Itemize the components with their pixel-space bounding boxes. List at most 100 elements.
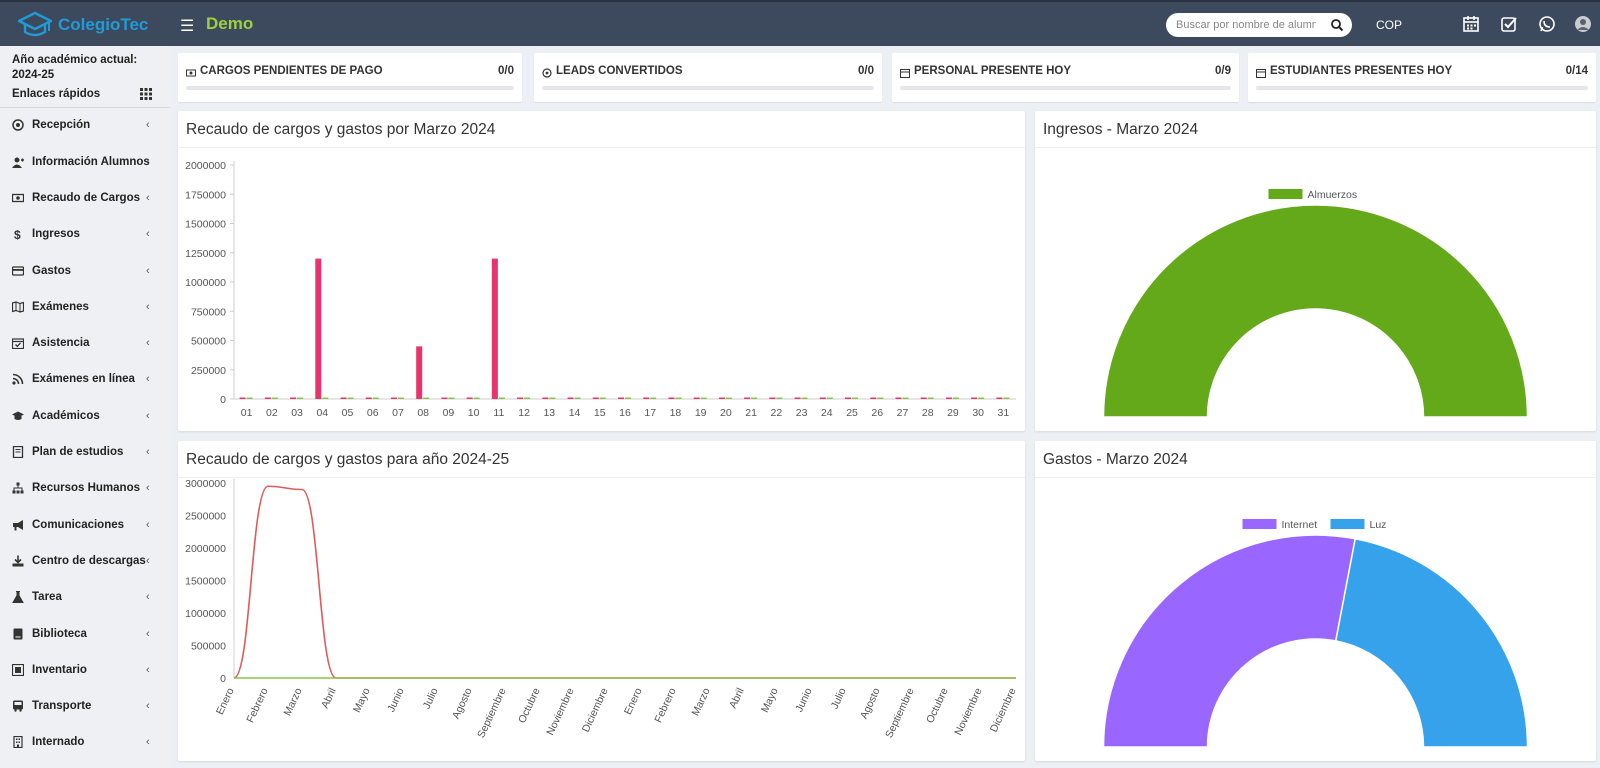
bar[interactable] — [271, 397, 278, 400]
bar[interactable] — [618, 397, 624, 400]
bar[interactable] — [549, 397, 556, 400]
bar[interactable] — [297, 397, 304, 400]
bar[interactable] — [668, 397, 675, 400]
bar[interactable] — [776, 397, 783, 400]
bar[interactable] — [466, 397, 473, 400]
bar[interactable] — [390, 397, 397, 400]
sidebar-item-centro-de-descargas[interactable]: Centro de descargas ‹ — [0, 544, 160, 578]
sidebar-item-recepcion[interactable]: Recepción ‹ — [0, 108, 160, 142]
bar[interactable] — [448, 397, 455, 400]
bar[interactable] — [290, 397, 297, 400]
bar[interactable] — [592, 397, 599, 400]
bar[interactable] — [920, 397, 927, 400]
bar[interactable] — [744, 397, 751, 400]
bar[interactable] — [372, 397, 379, 400]
bar[interactable] — [340, 397, 347, 400]
bar[interactable] — [423, 397, 430, 400]
sidebar-item-recursos-humanos[interactable]: Recursos Humanos ‹ — [0, 471, 160, 505]
bar[interactable] — [675, 397, 682, 400]
sidebar-item-internado[interactable]: Internado ‹ — [0, 725, 160, 759]
calendar-icon[interactable] — [1462, 15, 1480, 33]
legend-swatch[interactable] — [1330, 519, 1365, 529]
bar[interactable] — [567, 397, 574, 400]
infobox-pending-charges[interactable]: CARGOS PENDIENTES DE PAGO 0/0 — [178, 53, 522, 102]
bar[interactable] — [826, 397, 833, 400]
bar[interactable] — [700, 397, 707, 400]
legend-swatch[interactable] — [1268, 189, 1303, 199]
bar[interactable] — [246, 397, 253, 400]
grid-icon[interactable] — [140, 88, 152, 100]
brand-logo[interactable]: ColegioTec — [18, 10, 148, 40]
bar[interactable] — [769, 397, 776, 400]
bar[interactable] — [239, 397, 246, 400]
bar[interactable] — [264, 397, 271, 400]
bar[interactable] — [650, 397, 657, 400]
series-line[interactable] — [233, 485, 1016, 679]
bar[interactable] — [625, 397, 631, 400]
sidebar-item-transporte[interactable]: Transporte ‹ — [0, 689, 160, 723]
sidebar-item-recaudo-de-cargos[interactable]: Recaudo de Cargos ‹ — [0, 181, 160, 215]
legend-swatch[interactable] — [1242, 519, 1277, 529]
infobox-converted-leads[interactable]: LEADS CONVERTIDOS 0/0 — [534, 53, 882, 102]
pie-slice[interactable] — [1102, 204, 1529, 418]
sidebar-item-gastos[interactable]: Gastos ‹ — [0, 254, 160, 288]
bar[interactable] — [693, 397, 700, 400]
bar[interactable] — [1003, 397, 1010, 400]
bar[interactable] — [524, 397, 531, 400]
search-icon[interactable] — [1330, 18, 1344, 32]
bar[interactable] — [996, 397, 1003, 400]
bar[interactable] — [971, 397, 978, 400]
sidebar-item-inventario[interactable]: Inventario ‹ — [0, 653, 160, 687]
bar[interactable] — [347, 397, 354, 400]
bar[interactable] — [845, 397, 852, 400]
sidebar-item-biblioteca[interactable]: Biblioteca ‹ — [0, 617, 160, 651]
sidebar-item-informacion-alumnos[interactable]: Información Alumnos ‹ — [0, 145, 160, 179]
sidebar-item-examenes-en-linea[interactable]: Exámenes en línea ‹ — [0, 362, 160, 396]
bar[interactable] — [978, 397, 985, 400]
sidebar-item-asistencia[interactable]: Asistencia ‹ — [0, 326, 160, 360]
bar[interactable] — [397, 397, 404, 400]
bar[interactable] — [473, 397, 480, 400]
bar[interactable] — [643, 397, 650, 400]
bar[interactable] — [870, 397, 877, 400]
whatsapp-icon[interactable] — [1538, 15, 1556, 33]
sidebar-item-ingresos[interactable]: $ Ingresos ‹ — [0, 217, 160, 251]
sidebar-item-examenes[interactable]: Exámenes ‹ — [0, 290, 160, 324]
sidebar-item-comunicaciones[interactable]: Comunicaciones ‹ — [0, 508, 160, 542]
bar[interactable] — [801, 397, 808, 400]
bar[interactable] — [725, 397, 732, 400]
bar[interactable] — [895, 397, 902, 400]
bar[interactable] — [441, 397, 448, 400]
bar[interactable] — [877, 397, 884, 400]
bar[interactable] — [498, 397, 505, 400]
bar[interactable] — [599, 397, 606, 400]
bar[interactable] — [416, 346, 423, 399]
bar[interactable] — [542, 397, 549, 400]
infobox-students-present[interactable]: ESTUDIANTES PRESENTES HOY 0/14 — [1248, 53, 1596, 102]
bar[interactable] — [315, 258, 322, 399]
bar[interactable] — [902, 397, 909, 400]
legend-label[interactable]: Almuerzos — [1308, 189, 1358, 201]
student-search-input[interactable] — [1176, 19, 1316, 31]
bar[interactable] — [517, 397, 524, 400]
bar[interactable] — [794, 397, 801, 400]
bar[interactable] — [751, 397, 758, 400]
bar[interactable] — [945, 397, 952, 400]
sidebar-item-academicos[interactable]: Académicos ‹ — [0, 399, 160, 433]
bar[interactable] — [574, 397, 581, 400]
bar[interactable] — [952, 397, 959, 400]
infobox-staff-present[interactable]: PERSONAL PRESENTE HOY 0/9 — [892, 53, 1239, 102]
currency-selector[interactable]: COP — [1376, 18, 1403, 32]
bar[interactable] — [718, 397, 725, 400]
sidebar-item-tarea[interactable]: Tarea ‹ — [0, 580, 160, 614]
legend-label[interactable]: Luz — [1370, 519, 1387, 531]
bar[interactable] — [927, 397, 934, 400]
bar[interactable] — [819, 397, 826, 400]
sidebar-item-plan-de-estudios[interactable]: Plan de estudios ‹ — [0, 435, 160, 469]
check-square-icon[interactable] — [1500, 15, 1518, 33]
bar[interactable] — [491, 258, 498, 399]
bar[interactable] — [365, 397, 372, 400]
menu-toggle-icon[interactable]: ☰ — [180, 18, 195, 35]
quick-links-label[interactable]: Enlaces rápidos — [12, 88, 101, 100]
bar[interactable] — [852, 397, 859, 400]
